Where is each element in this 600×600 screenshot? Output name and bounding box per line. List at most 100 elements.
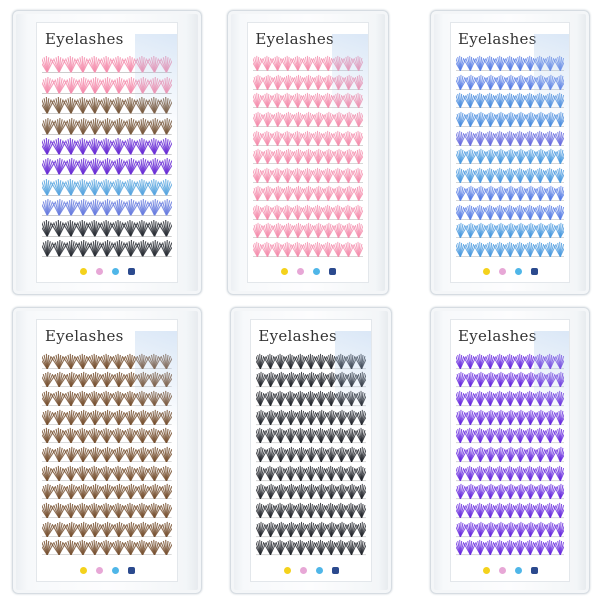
certification-badge-icon [79,268,87,276]
certification-badge-icon [498,268,506,276]
lash-row [455,166,565,185]
badge-icons [37,567,178,575]
lash-row [42,95,172,115]
certification-badge-icon [127,567,135,575]
certification-badge-icon [127,268,135,276]
lash-card: Eyelashes [247,22,369,283]
lash-row [42,136,172,156]
lash-row [455,221,565,240]
lash-row [252,184,364,203]
certification-badge-icon [514,268,522,276]
lash-row [42,520,172,539]
lash-card: Eyelashes [35,319,179,582]
certification-badge-icon [315,567,323,575]
lash-row [255,370,367,389]
lash-row [42,116,172,136]
lash-row [252,166,364,185]
certification-badge-icon [328,268,336,276]
eyelash-box: Eyelashes [230,307,392,594]
lash-row [455,54,565,73]
lash-row [252,240,364,259]
product-title: Eyelashes [45,326,124,345]
lash-row [455,240,565,259]
lash-row [252,221,364,240]
lash-row [42,75,172,95]
lash-row [455,110,565,129]
lash-row [455,91,565,110]
lash-row [252,73,364,92]
certification-badge-icon [95,567,103,575]
badge-icons [37,268,178,276]
lash-row [255,445,367,464]
certification-badge-icon [280,268,288,276]
lash-row [455,464,565,483]
lash-row [252,54,364,73]
lash-row [455,370,565,389]
lash-row [455,426,565,445]
lash-row [42,389,172,408]
lash-row [42,482,172,501]
lash-row [455,203,565,222]
lash-row [252,110,364,129]
badge-icons [248,268,368,276]
lash-card: Eyelashes [449,22,571,283]
product-title: Eyelashes [258,326,338,345]
lash-row [255,520,367,539]
lash-card: Eyelashes [250,319,372,582]
badge-icons [451,268,569,276]
lash-rows [455,54,565,259]
certification-badge-icon [530,567,538,575]
certification-badge-icon [482,567,490,575]
lash-row [42,54,172,74]
certification-badge-icon [111,567,119,575]
lash-card: Eyelashes [449,319,571,582]
lash-row [42,352,172,371]
lash-row [455,520,565,539]
product-title: Eyelashes [458,326,537,345]
lash-row [455,408,565,427]
lash-row [42,538,172,557]
certification-badge-icon [530,268,538,276]
lash-row [252,147,364,166]
certification-badge-icon [514,567,522,575]
badge-icons [451,567,569,575]
certification-badge-icon [299,567,307,575]
lash-row [455,184,565,203]
lash-row [255,352,367,371]
certification-badge-icon [283,567,291,575]
certification-badge-icon [111,268,119,276]
product-title: Eyelashes [255,29,335,48]
lash-row [42,218,172,238]
lash-row [252,129,364,148]
lash-row [42,426,172,445]
lash-row [255,408,367,427]
lash-card: Eyelashes [35,22,179,283]
lash-row [455,147,565,166]
lash-row [42,177,172,197]
lash-row [255,389,367,408]
eyelash-box: Eyelashes [227,10,389,295]
certification-badge-icon [95,268,103,276]
lash-row [255,482,367,501]
lash-row [252,203,364,222]
lash-row [252,91,364,110]
lash-row [42,370,172,389]
lash-row [42,156,172,176]
lash-row [455,482,565,501]
certification-badge-icon [482,268,490,276]
lash-row [42,408,172,427]
lash-rows [455,352,565,558]
eyelash-box: Eyelashes [430,307,590,594]
lash-row [42,445,172,464]
certification-badge-icon [79,567,87,575]
eyelash-box: Eyelashes [12,307,202,594]
lash-row [455,129,565,148]
lash-row [455,73,565,92]
lash-row [455,352,565,371]
certification-badge-icon [312,268,320,276]
lash-row [455,501,565,520]
lash-row [255,464,367,483]
certification-badge-icon [498,567,506,575]
eyelash-box: Eyelashes [430,10,590,295]
lash-row [255,426,367,445]
